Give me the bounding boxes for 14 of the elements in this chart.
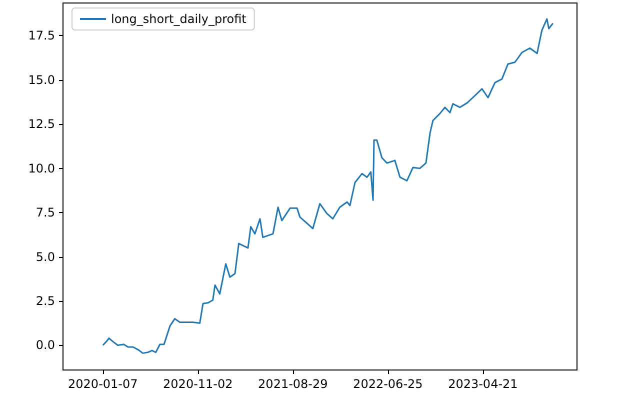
x-tick-label: 2020-01-07: [68, 377, 138, 391]
x-tick-label: 2023-04-21: [448, 377, 518, 391]
legend-label: long_short_daily_profit: [111, 12, 247, 26]
x-tick-label: 2021-08-29: [258, 377, 328, 391]
y-tick-label: 5.0: [36, 250, 55, 264]
y-tick-label: 12.5: [28, 117, 55, 132]
y-tick-label: 7.5: [36, 206, 55, 220]
x-tick-label: 2020-11-02: [163, 377, 233, 391]
y-tick-label: 15.0: [28, 72, 55, 87]
y-tick-label: 2.5: [36, 294, 55, 308]
y-tick-label: 0.0: [36, 338, 55, 352]
y-tick-label: 17.5: [28, 28, 55, 43]
x-tick-label: 2022-06-25: [353, 377, 423, 391]
y-tick-label: 10.0: [28, 161, 55, 176]
